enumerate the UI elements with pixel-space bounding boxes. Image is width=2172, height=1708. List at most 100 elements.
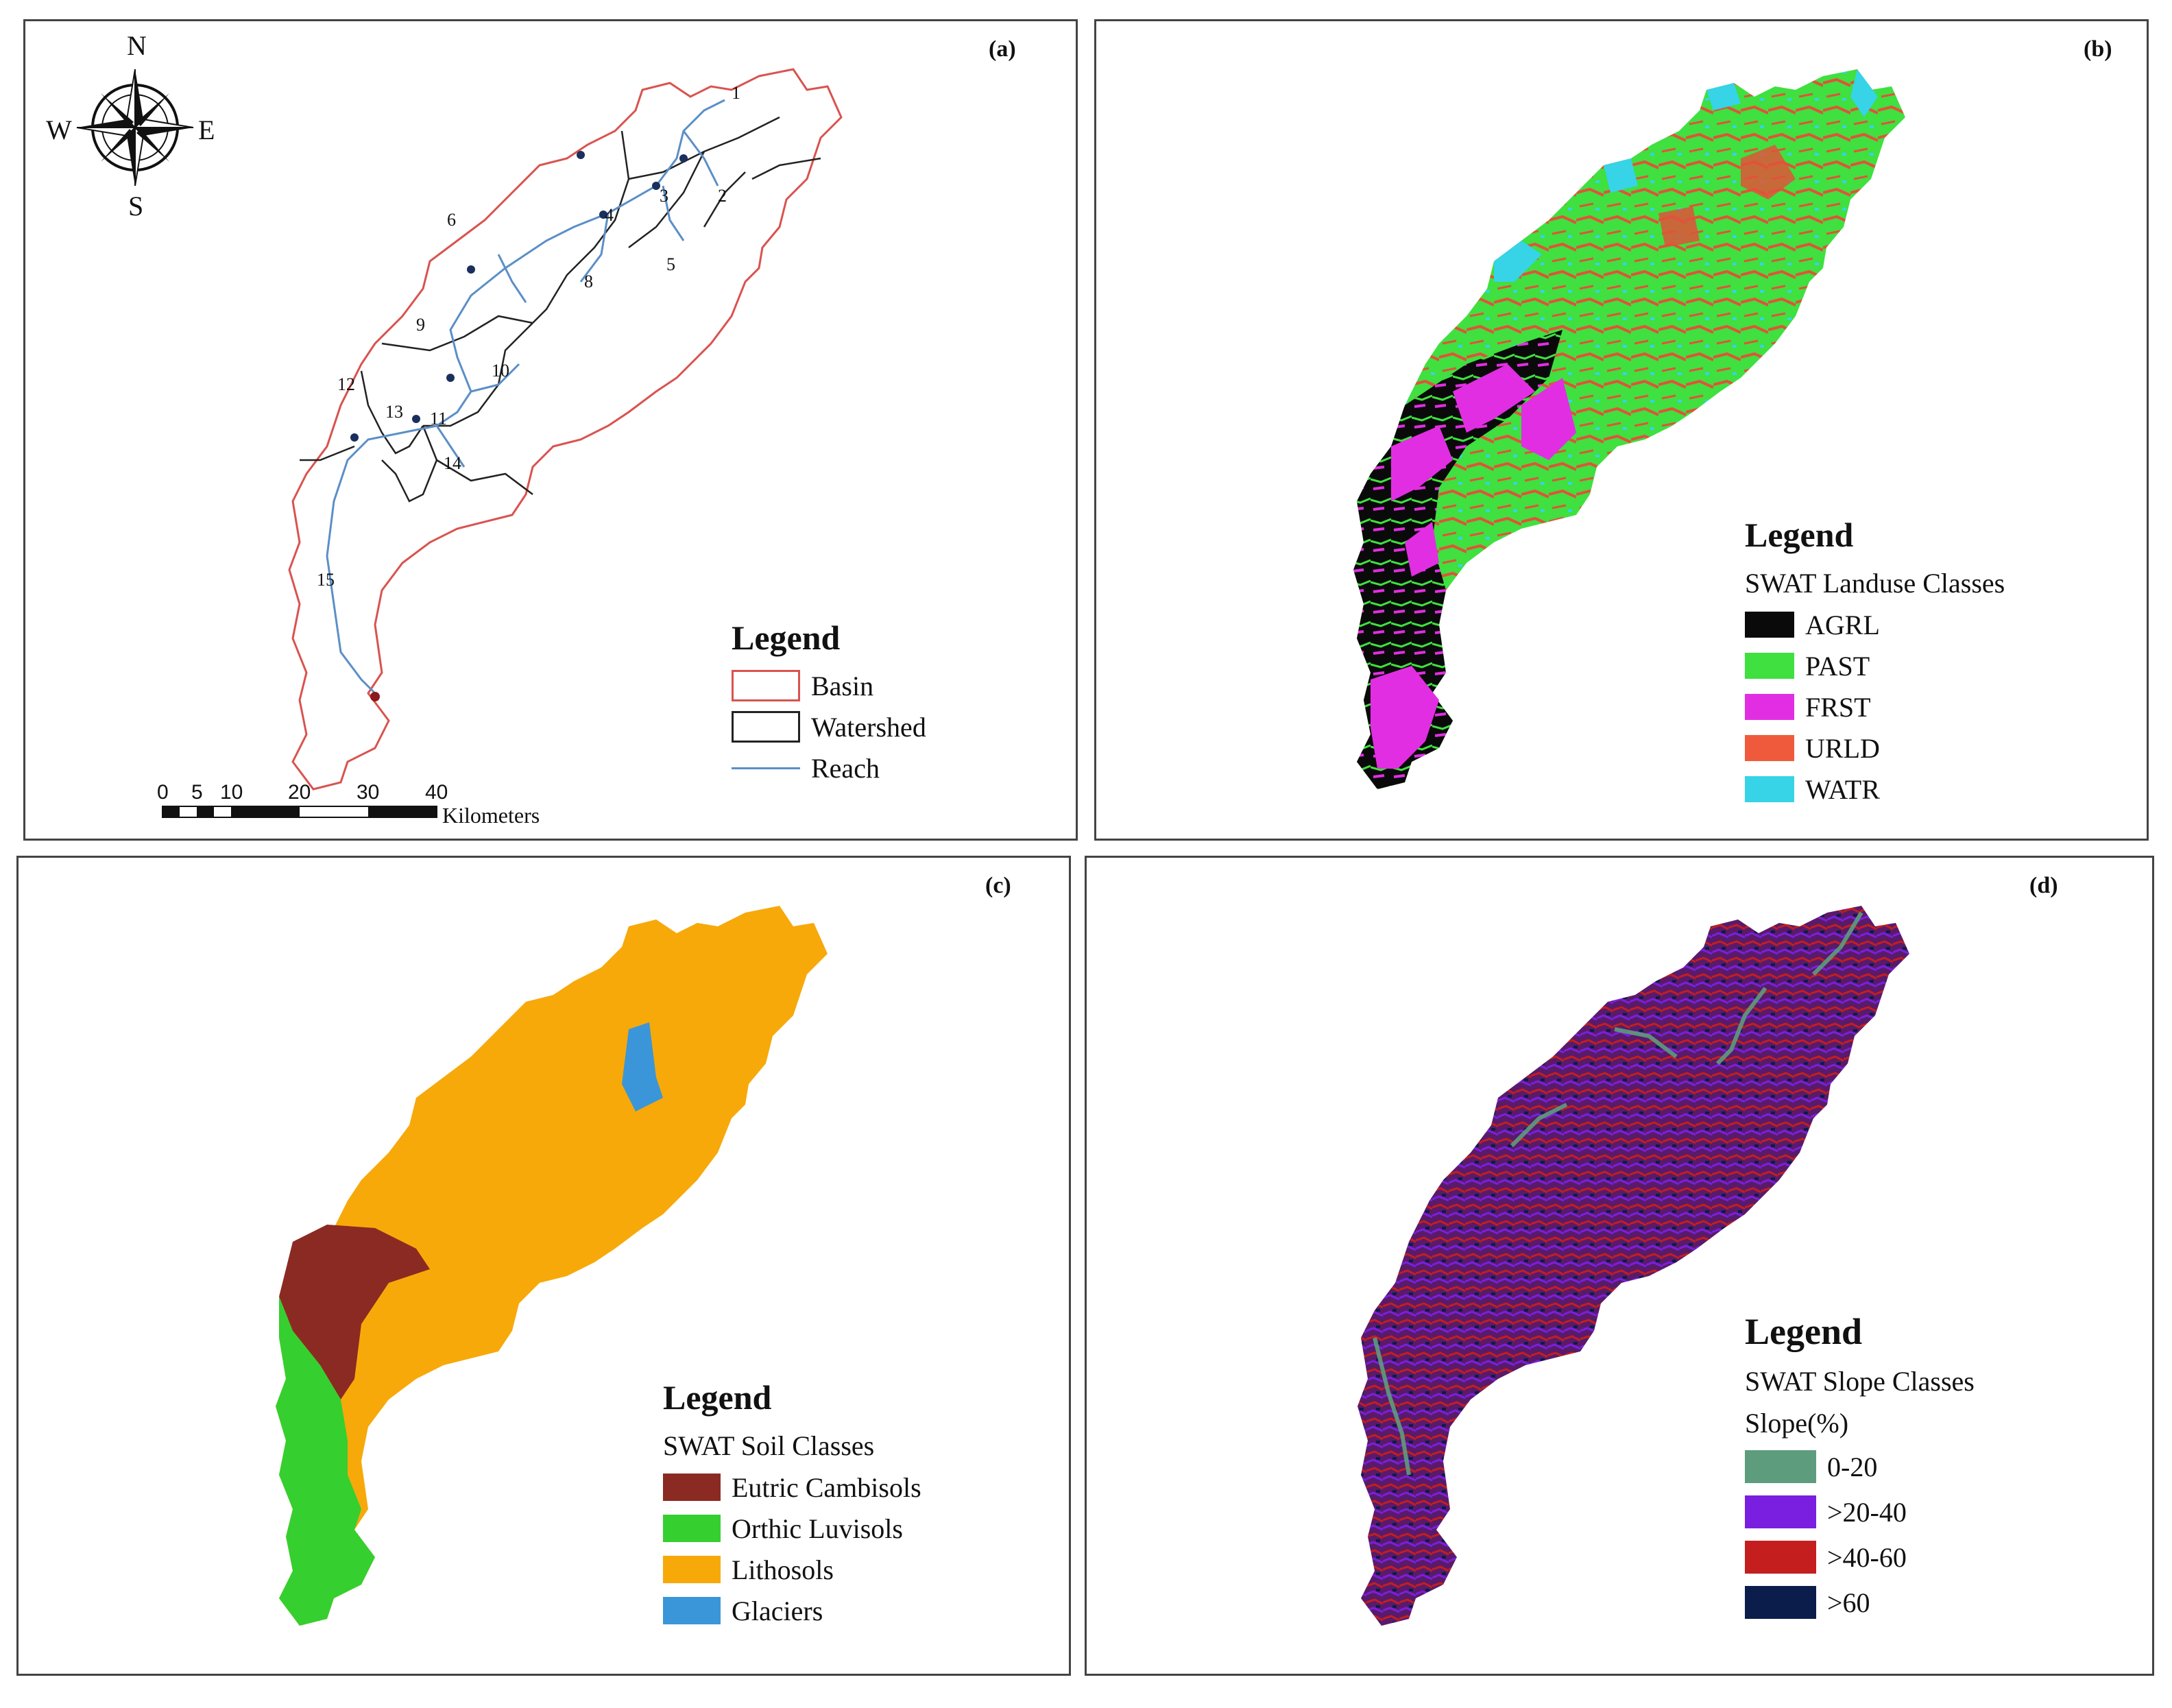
slope-40-60-swatch	[1745, 1541, 1816, 1574]
outlet-points	[350, 151, 688, 701]
legend-label: >20-40	[1827, 1496, 1907, 1528]
basin-swatch	[732, 670, 800, 701]
legend-item-eutric-cambisols: Eutric Cambisols	[663, 1471, 921, 1503]
orthic-luvisols-region	[276, 1297, 375, 1626]
slope-20-40-swatch	[1745, 1495, 1816, 1528]
watershed-swatch	[732, 711, 800, 743]
panel-d-slope-map: (d) Legend SWAT Slope Classes Slope(%) 0…	[1085, 856, 2154, 1676]
watr-patches	[1494, 69, 1878, 282]
watershed-boundaries	[300, 116, 821, 503]
legend-label: Basin	[811, 670, 874, 701]
legend-subtitle: SWAT Slope Classes	[1745, 1366, 1975, 1397]
legend-item-orthic-luvisols: Orthic Luvisols	[663, 1513, 921, 1544]
legend-a: Legend Basin Watershed Reach	[732, 618, 926, 793]
compass-west-label: W	[46, 115, 72, 145]
legend-b: Legend SWAT Landuse Classes AGRL PAST FR…	[1745, 515, 2005, 815]
legend-label: Watershed	[811, 711, 926, 743]
legend-label: Lithosols	[732, 1554, 834, 1585]
landuse-map	[1353, 69, 1905, 789]
legend-label: >60	[1827, 1587, 1870, 1618]
subbasin-number: 10	[492, 361, 509, 381]
subbasin-number: 6	[447, 210, 456, 230]
legend-label: AGRL	[1805, 609, 1880, 640]
legend-item-basin: Basin	[732, 670, 926, 701]
valley-lines	[1373, 911, 1863, 1476]
compass-east-label: E	[198, 115, 215, 145]
orthic-luvisols-swatch	[663, 1515, 721, 1542]
scale-tick: 5	[191, 781, 203, 804]
reach-network	[326, 99, 725, 695]
subbasin-number: 1	[732, 83, 740, 103]
legend-label: Eutric Cambisols	[732, 1471, 921, 1503]
panel-label-d: (d)	[2029, 873, 2058, 898]
scale-tick: 20	[288, 781, 311, 804]
legend-item-slope-60: >60	[1745, 1585, 1975, 1620]
panel-label-a: (a)	[989, 36, 1016, 62]
legend-item-slope-20-40: >20-40	[1745, 1494, 1975, 1530]
legend-subtitle: SWAT Soil Classes	[663, 1430, 875, 1461]
legend-item-reach: Reach	[732, 752, 926, 784]
lithosols-swatch	[663, 1556, 721, 1583]
agrl-swatch	[1745, 612, 1794, 638]
subbasin-number: 9	[416, 315, 425, 335]
legend-item-glaciers: Glaciers	[663, 1595, 921, 1626]
subbasin-number: 13	[385, 402, 403, 422]
slope-map	[1358, 906, 1909, 1626]
compass-south-label: S	[128, 191, 144, 221]
legend-label: WATR	[1805, 773, 1880, 805]
subbasin-number: 11	[430, 409, 448, 429]
glaciers-swatch	[663, 1597, 721, 1624]
subbasin-number: 3	[660, 186, 668, 206]
legend-subtitle: SWAT Landuse Classes	[1745, 568, 2005, 599]
scale-tick: 30	[357, 781, 380, 804]
legend-label: Orthic Luvisols	[732, 1513, 903, 1544]
legend-title: Legend	[732, 618, 841, 657]
legend-title: Legend	[1745, 1311, 1863, 1352]
subbasin-number: 5	[666, 254, 675, 274]
panel-b-landuse-map: (b) Legend SWAT Landuse Classes AGRL PAS…	[1094, 19, 2149, 841]
scale-bar	[162, 806, 437, 818]
legend-label: URLD	[1805, 732, 1880, 764]
legend-label: >40-60	[1827, 1541, 1907, 1573]
urld-patches	[1658, 145, 1796, 248]
frst-patches	[1371, 364, 1576, 769]
legend-item-watr: WATR	[1745, 773, 2005, 805]
urld-swatch	[1745, 735, 1794, 761]
subbasin-number: 14	[444, 453, 461, 473]
panel-label-b: (b)	[2084, 36, 2112, 62]
glaciers-region	[622, 1022, 663, 1111]
legend-label: FRST	[1805, 691, 1871, 723]
scale-unit: Kilometers	[442, 803, 540, 828]
legend-label: PAST	[1805, 650, 1870, 682]
scale-tick: 40	[425, 781, 448, 804]
eutric-cambisols-region	[279, 1225, 430, 1399]
subbasin-number: 2	[718, 186, 727, 206]
legend-item-urld: URLD	[1745, 732, 2005, 764]
legend-label: 0-20	[1827, 1451, 1878, 1482]
legend-d: Legend SWAT Slope Classes Slope(%) 0-20 …	[1745, 1310, 1975, 1630]
legend-item-frst: FRST	[1745, 691, 2005, 723]
legend-item-slope-0-20: 0-20	[1745, 1449, 1975, 1484]
eutric-cambisols-swatch	[663, 1474, 721, 1501]
slope-60-swatch	[1745, 1586, 1816, 1619]
soil-map	[276, 906, 828, 1626]
legend-title: Legend	[663, 1378, 772, 1417]
compass-north-label: N	[127, 30, 147, 61]
legend-label: Glaciers	[732, 1595, 823, 1626]
legend-item-agrl: AGRL	[1745, 609, 2005, 640]
legend-item-slope-40-60: >40-60	[1745, 1539, 1975, 1575]
past-swatch	[1745, 653, 1794, 679]
panel-a-watershed-map: N S E W 1 2 3 4 5 6 8 9 10 11 12 13 14 1…	[23, 19, 1078, 841]
panel-c-soil-map: (c) Legend SWAT Soil Classes Eutric Camb…	[16, 856, 1071, 1676]
subbasin-number: 15	[317, 570, 335, 590]
legend-item-lithosols: Lithosols	[663, 1554, 921, 1585]
watershed-map	[76, 68, 843, 818]
legend-item-past: PAST	[1745, 650, 2005, 682]
legend-c: Legend SWAT Soil Classes Eutric Cambisol…	[663, 1378, 921, 1636]
subbasin-number: 8	[584, 272, 593, 291]
scale-tick: 0	[157, 781, 169, 804]
panel-label-c: (c)	[985, 873, 1011, 898]
slope-0-20-swatch	[1745, 1450, 1816, 1483]
legend-label: Reach	[811, 752, 880, 784]
scale-tick: 10	[220, 781, 243, 804]
